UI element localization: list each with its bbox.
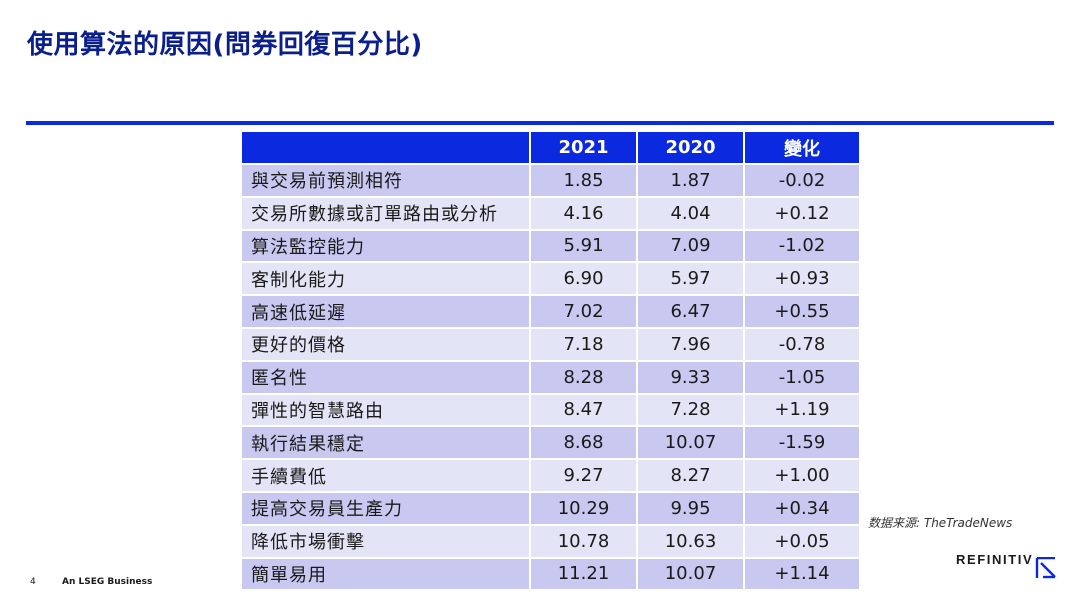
value-2021: 1.85 bbox=[531, 165, 638, 198]
table-row: 降低市場衝擊 10.78 10.63 +0.05 bbox=[242, 525, 859, 559]
row-label: 與交易前預測相符 bbox=[242, 165, 531, 198]
value-change: +0.55 bbox=[745, 296, 859, 329]
value-2020: 10.07 bbox=[638, 427, 745, 461]
value-2021: 4.16 bbox=[531, 197, 638, 231]
value-change: -0.78 bbox=[745, 328, 859, 362]
comparison-table: 2021 2020 變化 與交易前預測相符 1.85 1.87 -0.02 交易所數據或… bbox=[242, 132, 859, 592]
value-change: +0.12 bbox=[745, 197, 859, 231]
value-2020: 7.09 bbox=[638, 230, 745, 264]
row-label: 簡單易用 bbox=[242, 558, 531, 592]
value-change: +1.19 bbox=[745, 394, 859, 428]
value-2020: 4.04 bbox=[638, 197, 745, 231]
value-change: +1.00 bbox=[745, 460, 859, 493]
value-2020: 1.87 bbox=[638, 165, 745, 198]
refinitiv-logo: REFINITIV bbox=[956, 551, 1057, 585]
row-label: 更好的價格 bbox=[242, 328, 531, 362]
value-2021: 10.29 bbox=[531, 492, 638, 526]
table-row: 簡單易用 11.21 10.07 +1.14 bbox=[242, 558, 859, 592]
value-2020: 9.33 bbox=[638, 361, 745, 395]
value-2020: 6.47 bbox=[638, 296, 745, 329]
table-row: 算法監控能力 5.91 7.09 -1.02 bbox=[242, 230, 859, 264]
value-2020: 9.95 bbox=[638, 492, 745, 526]
source-note: 数据来源: TheTradeNews bbox=[868, 516, 1013, 530]
table-row: 手續費低 9.27 8.27 +1.00 bbox=[242, 460, 859, 493]
row-label: 降低市場衝擊 bbox=[242, 525, 531, 559]
table-row: 更好的價格 7.18 7.96 -0.78 bbox=[242, 328, 859, 362]
row-label: 交易所數據或訂單路由或分析 bbox=[242, 197, 531, 231]
value-change: +0.05 bbox=[745, 525, 859, 559]
footer-brand: An LSEG Business bbox=[62, 577, 153, 587]
value-change: -1.05 bbox=[745, 361, 859, 395]
table-row: 提高交易員生產力 10.29 9.95 +0.34 bbox=[242, 492, 859, 526]
row-label: 匿名性 bbox=[242, 361, 531, 395]
row-label: 執行結果穩定 bbox=[242, 427, 531, 461]
value-2021: 11.21 bbox=[531, 558, 638, 592]
value-change: +1.14 bbox=[745, 558, 859, 592]
slide-title: 使用算法的原因(問券回復百分比) bbox=[27, 30, 423, 60]
value-2020: 5.97 bbox=[638, 263, 745, 297]
value-change: -0.02 bbox=[745, 165, 859, 198]
value-2021: 5.91 bbox=[531, 230, 638, 264]
value-2021: 10.78 bbox=[531, 525, 638, 559]
table-header-row: 2021 2020 變化 bbox=[242, 132, 859, 165]
logo-wordmark: REFINITIV bbox=[956, 552, 1034, 567]
value-2021: 8.47 bbox=[531, 394, 638, 428]
value-change: -1.02 bbox=[745, 230, 859, 264]
value-2021: 8.68 bbox=[531, 427, 638, 461]
table-row: 彈性的智慧路由 8.47 7.28 +1.19 bbox=[242, 394, 859, 428]
table-row: 交易所數據或訂單路由或分析 4.16 4.04 +0.12 bbox=[242, 197, 859, 231]
value-2020: 10.63 bbox=[638, 525, 745, 559]
row-label: 高速低延遲 bbox=[242, 296, 531, 329]
value-2021: 9.27 bbox=[531, 460, 638, 493]
table-row: 高速低延遲 7.02 6.47 +0.55 bbox=[242, 296, 859, 329]
row-label: 彈性的智慧路由 bbox=[242, 394, 531, 428]
value-change: +0.93 bbox=[745, 263, 859, 297]
value-2020: 8.27 bbox=[638, 460, 745, 493]
value-change: +0.34 bbox=[745, 492, 859, 526]
value-2021: 7.02 bbox=[531, 296, 638, 329]
row-label: 手續費低 bbox=[242, 460, 531, 493]
value-2020: 7.28 bbox=[638, 394, 745, 428]
row-label: 提高交易員生產力 bbox=[242, 492, 531, 526]
table-row: 客制化能力 6.90 5.97 +0.93 bbox=[242, 263, 859, 297]
table-row: 匿名性 8.28 9.33 -1.05 bbox=[242, 361, 859, 395]
header-2021: 2021 bbox=[531, 132, 638, 165]
value-2021: 7.18 bbox=[531, 328, 638, 362]
row-label: 算法監控能力 bbox=[242, 230, 531, 264]
value-2021: 8.28 bbox=[531, 361, 638, 395]
value-2021: 6.90 bbox=[531, 263, 638, 297]
title-divider bbox=[26, 121, 1054, 125]
value-2020: 7.96 bbox=[638, 328, 745, 362]
table-row: 執行結果穩定 8.68 10.07 -1.59 bbox=[242, 427, 859, 461]
header-label-column bbox=[242, 132, 531, 165]
row-label: 客制化能力 bbox=[242, 263, 531, 297]
header-2020: 2020 bbox=[638, 132, 745, 165]
header-change: 變化 bbox=[745, 132, 859, 165]
table-row: 與交易前預測相符 1.85 1.87 -0.02 bbox=[242, 165, 859, 198]
refinitiv-arrow-icon bbox=[1035, 556, 1057, 583]
page-number: 4 bbox=[30, 577, 36, 587]
value-2020: 10.07 bbox=[638, 558, 745, 592]
value-change: -1.59 bbox=[745, 427, 859, 461]
